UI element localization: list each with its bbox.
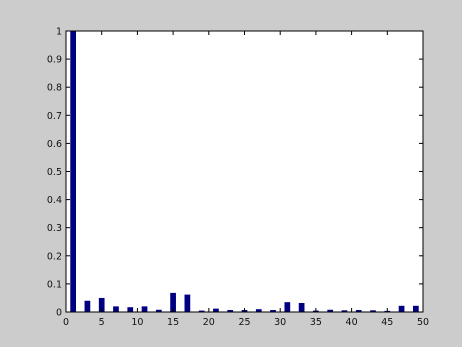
plot-area xyxy=(66,31,423,312)
bar-5 xyxy=(98,297,105,312)
y-tick-label: 0.2 xyxy=(47,251,62,262)
y-tick-label: 0.5 xyxy=(47,167,62,178)
bar-47 xyxy=(398,305,405,312)
y-tick-label: 0.6 xyxy=(47,139,62,150)
bar-49 xyxy=(413,305,419,312)
x-tick-label: 30 xyxy=(274,317,286,328)
bar-7 xyxy=(113,306,119,312)
x-tick-label: 45 xyxy=(381,317,393,328)
bar-27 xyxy=(255,309,262,312)
bar-23 xyxy=(227,310,234,312)
bar-15 xyxy=(170,292,176,312)
bar-9 xyxy=(127,307,134,312)
bar-33 xyxy=(298,303,305,312)
bar-17 xyxy=(184,294,191,312)
x-tick-labels: 0 5 10 15 20 25 30 35 40 45 50 xyxy=(63,317,429,328)
bar-29 xyxy=(270,310,276,312)
y-tick-label: 0.4 xyxy=(47,195,62,206)
y-tick-label: 0.8 xyxy=(47,83,62,94)
y-tick-labels: 0 0.1 0.2 0.3 0.4 0.5 0.6 0.7 0.8 0.9 1 xyxy=(47,27,62,319)
bar-39 xyxy=(341,310,348,312)
bar-13 xyxy=(155,309,162,312)
y-tick-label: 0.3 xyxy=(47,223,62,234)
x-tick-label: 50 xyxy=(417,317,429,328)
bar-11 xyxy=(141,306,148,312)
bars-group xyxy=(70,31,419,312)
x-tick-label: 40 xyxy=(346,317,358,328)
y-tick-label: 0.9 xyxy=(47,55,62,66)
bar-41 xyxy=(355,310,362,312)
bar-1 xyxy=(70,31,76,312)
y-tick-label: 0.1 xyxy=(47,279,62,290)
axes-frame xyxy=(65,30,424,313)
bar-3 xyxy=(84,300,91,312)
bar-43 xyxy=(370,310,376,312)
bar-21 xyxy=(213,308,219,312)
x-tick-label: 10 xyxy=(131,317,143,328)
bar-19 xyxy=(198,310,205,312)
y-tick-label: 0.7 xyxy=(47,111,62,122)
bar-31 xyxy=(284,302,291,312)
y-tick-label: 1 xyxy=(56,27,62,38)
x-tick-label: 20 xyxy=(203,317,215,328)
x-tick-label: 5 xyxy=(99,317,105,328)
x-tick-label: 0 xyxy=(63,317,69,328)
bar-37 xyxy=(327,309,334,312)
y-tick-label: 0 xyxy=(56,308,62,319)
x-tick-label: 25 xyxy=(238,317,250,328)
x-tick-label: 35 xyxy=(310,317,322,328)
x-tick-label: 15 xyxy=(167,317,179,328)
